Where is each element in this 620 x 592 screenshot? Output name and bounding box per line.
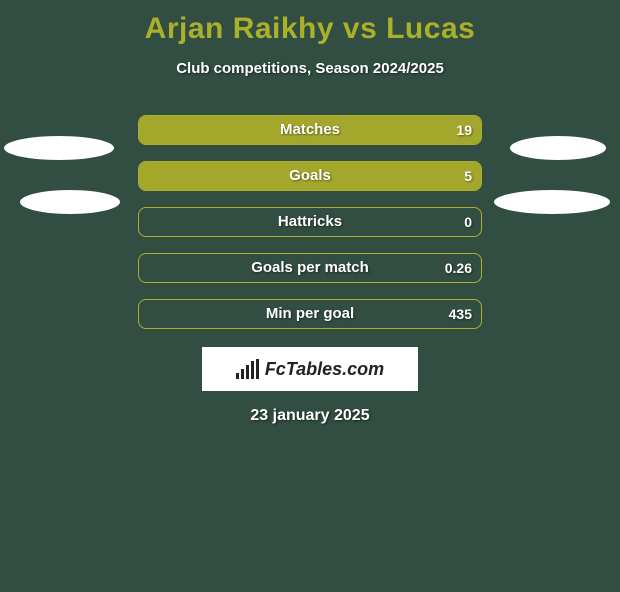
stat-row: Goals per match 0.26	[138, 253, 482, 283]
subtitle: Club competitions, Season 2024/2025	[0, 60, 620, 77]
logo-bars-icon	[236, 359, 259, 379]
decor-ellipse-left-2	[20, 190, 120, 214]
stat-value: 5	[464, 161, 472, 191]
stat-label: Min per goal	[138, 299, 482, 329]
decor-ellipse-right-2	[494, 190, 610, 214]
stat-value: 0	[464, 207, 472, 237]
stat-row: Matches 19	[138, 115, 482, 145]
page-title: Arjan Raikhy vs Lucas	[0, 12, 620, 46]
decor-ellipse-right-1	[510, 136, 606, 160]
date-label: 23 january 2025	[0, 407, 620, 425]
logo-text: FcTables.com	[265, 359, 384, 380]
stat-value: 0.26	[445, 253, 472, 283]
decor-ellipse-left-1	[4, 136, 114, 160]
stat-label: Hattricks	[138, 207, 482, 237]
stat-value: 435	[449, 299, 472, 329]
site-logo[interactable]: FcTables.com	[202, 347, 418, 391]
stat-label: Matches	[138, 115, 482, 145]
stat-row: Min per goal 435	[138, 299, 482, 329]
stat-value: 19	[456, 115, 472, 145]
stat-row: Goals 5	[138, 161, 482, 191]
stat-label: Goals per match	[138, 253, 482, 283]
stat-row: Hattricks 0	[138, 207, 482, 237]
stat-label: Goals	[138, 161, 482, 191]
